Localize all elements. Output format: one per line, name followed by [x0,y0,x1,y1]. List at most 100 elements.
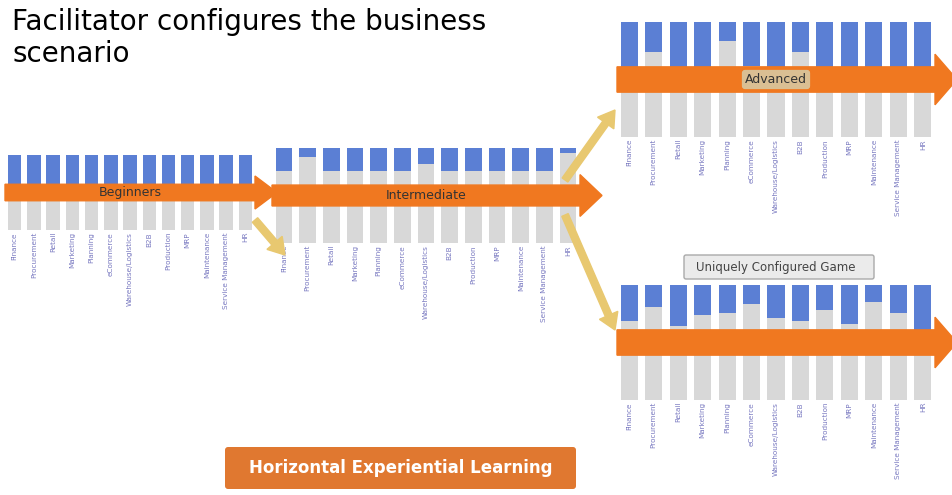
Bar [239,155,252,186]
Bar [719,285,736,313]
Bar [123,155,137,186]
Text: Warehouse/Logistics: Warehouse/Logistics [127,232,133,306]
Bar [370,148,387,243]
Text: Warehouse/Logistics: Warehouse/Logistics [773,402,779,476]
Bar [466,148,482,243]
Bar [792,285,809,321]
Bar [239,155,252,230]
Bar [645,22,663,137]
Text: Service Management: Service Management [223,232,229,308]
Text: Finance: Finance [281,245,287,273]
Bar [181,155,194,230]
Text: HR: HR [920,139,925,149]
Text: Maintenance: Maintenance [871,402,877,448]
Bar [512,148,529,243]
Bar [719,285,736,400]
Text: Maintenance: Maintenance [204,232,210,278]
Text: Service Management: Service Management [895,139,902,216]
Text: B2B: B2B [446,245,453,259]
Text: Production: Production [166,232,171,270]
Bar [621,285,638,400]
Bar [694,22,711,69]
Text: Production: Production [822,139,828,178]
Text: Warehouse/Logistics: Warehouse/Logistics [773,139,779,213]
Bar [767,22,784,137]
Bar [181,155,194,186]
FancyBboxPatch shape [225,447,576,489]
Text: Retail: Retail [328,245,334,265]
FancyArrow shape [272,175,602,216]
Text: Marketing: Marketing [700,139,705,175]
Bar [47,155,60,186]
Bar [914,22,931,72]
Bar [767,22,784,72]
Bar [27,155,41,186]
Bar [8,155,21,186]
Text: Beginners: Beginners [98,186,162,199]
Bar [621,22,638,72]
Bar [536,148,553,171]
Bar [669,285,686,326]
Text: Marketing: Marketing [352,245,358,281]
Text: Facilitator configures the business
scenario: Facilitator configures the business scen… [12,8,486,68]
FancyArrow shape [562,214,618,330]
Text: MRP: MRP [846,139,852,154]
Bar [323,148,340,243]
Text: Maintenance: Maintenance [518,245,524,292]
Bar [394,148,410,243]
Text: Horizontal Experiential Learning: Horizontal Experiential Learning [248,459,552,477]
Text: Planning: Planning [89,232,94,263]
Bar [914,285,931,400]
Bar [914,22,931,137]
Bar [162,155,175,230]
Bar [200,155,213,230]
Bar [536,148,553,243]
Bar [645,22,663,52]
Text: Planning: Planning [376,245,382,276]
Text: Procurement: Procurement [651,402,657,448]
FancyArrow shape [252,218,285,255]
Bar [719,22,736,137]
Bar [162,155,175,186]
FancyArrow shape [5,176,277,209]
Text: Advanced: Advanced [745,73,807,86]
Bar [512,148,529,171]
Bar [488,148,506,243]
Text: Procurement: Procurement [305,245,310,292]
Text: HR: HR [565,245,571,255]
Text: eCommerce: eCommerce [108,232,114,276]
Bar [669,285,686,400]
Bar [914,285,931,334]
Bar [890,22,907,137]
Text: Finance: Finance [626,139,632,166]
Bar [841,22,858,69]
Text: B2B: B2B [798,402,803,417]
Bar [8,155,21,230]
Bar [743,285,760,400]
Text: Finance: Finance [626,402,632,430]
Bar [621,285,638,321]
Bar [719,22,736,41]
Text: Planning: Planning [724,139,730,170]
Bar [841,285,858,324]
Text: Procurement: Procurement [30,232,37,278]
Bar [560,148,577,243]
Bar [669,22,686,72]
Bar [743,22,760,66]
Bar [370,148,387,171]
Bar [47,155,60,230]
Bar [323,148,340,171]
Bar [767,285,784,318]
Bar [66,155,79,186]
Bar [817,22,834,137]
Bar [890,22,907,72]
Bar [767,285,784,400]
Bar [85,155,98,186]
Bar [143,155,156,230]
Text: eCommerce: eCommerce [748,402,755,446]
Bar [394,148,410,171]
Bar [442,148,458,171]
Bar [104,155,117,230]
Text: Production: Production [822,402,828,441]
Text: Service Management: Service Management [542,245,547,322]
